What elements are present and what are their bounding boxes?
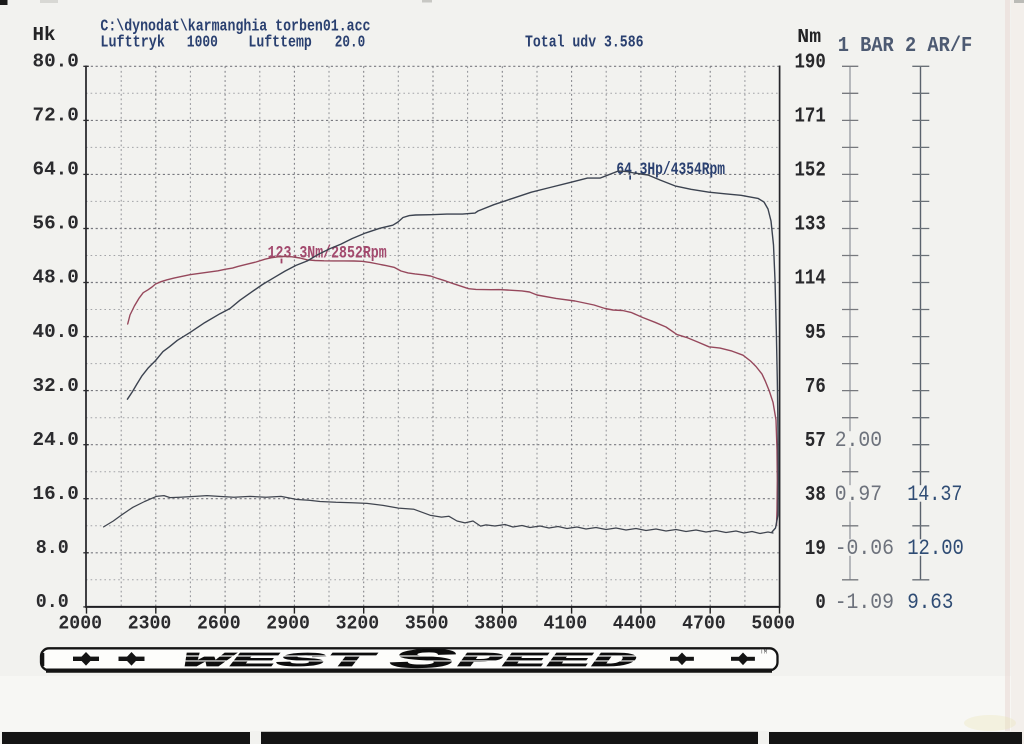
svg-text:Total udv 3.586: Total udv 3.586 [525, 33, 644, 52]
svg-text:5000: 5000 [751, 613, 795, 635]
svg-text:0.0: 0.0 [36, 591, 69, 613]
svg-text:C:\dynodat\karmanghia torben01: C:\dynodat\karmanghia torben01.acc [100, 17, 370, 36]
svg-text:32.0: 32.0 [33, 375, 79, 397]
svg-text:4100: 4100 [544, 613, 588, 635]
svg-text:-1.09: -1.09 [835, 589, 894, 615]
svg-text:2600: 2600 [197, 613, 241, 635]
svg-text:14.37: 14.37 [907, 481, 962, 507]
svg-text:2.00: 2.00 [835, 427, 882, 453]
svg-text:2900: 2900 [266, 613, 310, 635]
svg-text:95: 95 [805, 321, 826, 345]
svg-text:114: 114 [795, 267, 826, 291]
svg-text:24.0: 24.0 [33, 429, 79, 451]
svg-text:38: 38 [805, 483, 826, 507]
svg-text:57: 57 [805, 429, 826, 453]
svg-text:Lufttemp: Lufttemp [248, 33, 311, 52]
svg-text:TM: TM [760, 649, 768, 656]
svg-text:4700: 4700 [682, 613, 726, 635]
svg-text:190: 190 [795, 51, 826, 75]
svg-text:9.63: 9.63 [907, 589, 953, 615]
svg-text:80.0: 80.0 [33, 51, 79, 73]
svg-text:0.97: 0.97 [835, 481, 882, 507]
svg-text:16.0: 16.0 [33, 483, 79, 505]
svg-text:171: 171 [795, 105, 826, 129]
svg-text:8.0: 8.0 [36, 537, 69, 559]
svg-text:3800: 3800 [474, 613, 518, 635]
svg-text:40.0: 40.0 [33, 321, 79, 343]
svg-text:152: 152 [795, 159, 826, 183]
svg-text:3200: 3200 [336, 613, 380, 635]
svg-text:Hk: Hk [33, 24, 56, 46]
svg-text:64.3Hp/4354Rpm: 64.3Hp/4354Rpm [616, 161, 725, 180]
svg-text:1 BAR 2 AR/F: 1 BAR 2 AR/F [838, 34, 973, 58]
svg-text:48.0: 48.0 [33, 267, 79, 289]
svg-text:123.3Nm/2852Rpm: 123.3Nm/2852Rpm [268, 245, 387, 264]
svg-text:2000: 2000 [58, 613, 102, 635]
svg-text:56.0: 56.0 [33, 213, 79, 235]
svg-text:Nm: Nm [797, 26, 821, 48]
svg-text:20.0: 20.0 [335, 33, 366, 52]
svg-text:64.0: 64.0 [33, 159, 79, 181]
svg-text:3500: 3500 [405, 613, 449, 635]
svg-text:133: 133 [795, 213, 826, 237]
svg-text:19: 19 [805, 537, 826, 561]
svg-text:0: 0 [815, 591, 825, 615]
svg-text:12.00: 12.00 [907, 535, 964, 561]
svg-text:72.0: 72.0 [33, 105, 79, 127]
svg-text:1000: 1000 [187, 33, 218, 52]
svg-text:-0.06: -0.06 [835, 535, 894, 561]
svg-text:2300: 2300 [128, 613, 172, 635]
svg-text:Lufttryk: Lufttryk [100, 33, 165, 52]
svg-text:76: 76 [805, 375, 826, 399]
svg-text:S: S [391, 645, 456, 676]
svg-text:4400: 4400 [613, 613, 657, 635]
